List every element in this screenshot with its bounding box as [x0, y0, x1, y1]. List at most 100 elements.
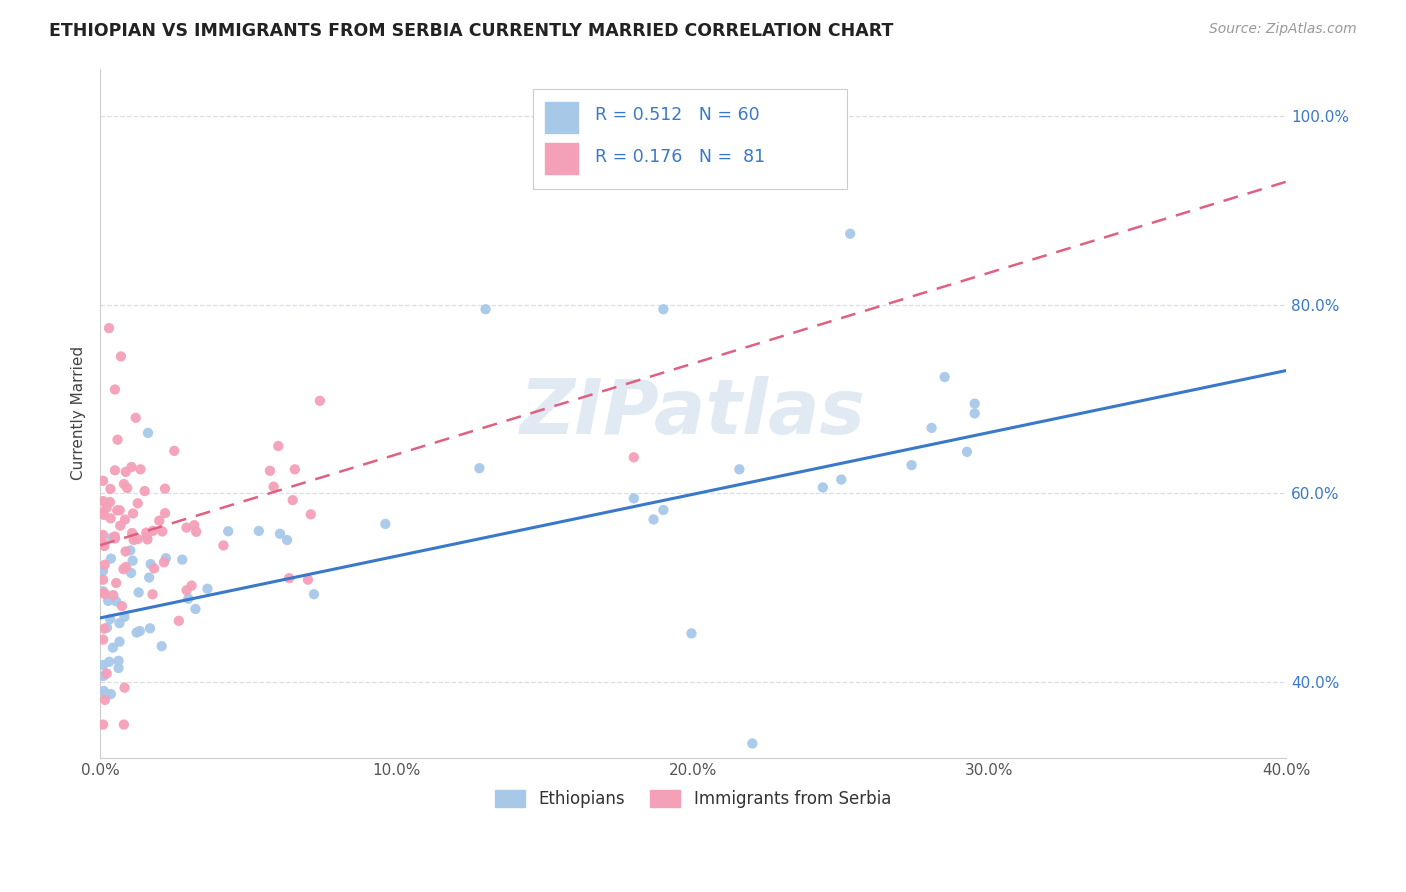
Point — [217, 524, 239, 539]
Point — [91, 494, 114, 508]
Point — [302, 587, 325, 601]
Point — [155, 551, 177, 566]
Point — [91, 586, 114, 600]
Text: R = 0.512   N = 60: R = 0.512 N = 60 — [595, 106, 759, 124]
Point — [900, 458, 922, 472]
Point — [101, 640, 124, 655]
Point — [91, 573, 114, 587]
Point — [101, 531, 124, 545]
Point — [100, 687, 122, 701]
Point — [127, 496, 149, 510]
Point — [108, 634, 131, 648]
Point — [120, 460, 142, 475]
Point — [934, 370, 956, 384]
Point — [105, 503, 128, 517]
Point — [963, 397, 986, 411]
Point — [136, 533, 159, 547]
Point — [91, 669, 114, 683]
Point — [93, 622, 115, 636]
Point — [98, 321, 121, 335]
Bar — [544, 143, 578, 174]
Point — [136, 530, 159, 544]
Point — [120, 566, 142, 580]
Point — [115, 481, 138, 495]
Point — [108, 616, 131, 631]
Point — [267, 439, 290, 453]
Point — [108, 503, 131, 517]
Point — [91, 538, 114, 552]
Point — [100, 551, 122, 566]
Point — [172, 552, 194, 566]
Point — [374, 516, 396, 531]
Point — [93, 508, 115, 522]
Point — [125, 625, 148, 640]
Point — [183, 518, 205, 533]
Point — [177, 591, 200, 606]
Point — [96, 620, 118, 634]
Point — [107, 433, 129, 447]
Point — [107, 661, 129, 675]
Point — [278, 571, 301, 585]
Point — [103, 588, 125, 602]
Point — [105, 576, 128, 591]
Point — [105, 594, 128, 608]
Bar — [544, 102, 578, 133]
Point — [91, 536, 114, 550]
Point — [269, 526, 291, 541]
Point — [681, 626, 703, 640]
Point — [728, 462, 751, 476]
Point — [91, 528, 114, 542]
Point — [141, 587, 163, 601]
Point — [121, 554, 143, 568]
Point — [110, 350, 132, 364]
Point — [128, 624, 150, 638]
Point — [125, 410, 148, 425]
Point — [91, 584, 114, 599]
Point — [259, 464, 281, 478]
Point — [180, 578, 202, 592]
Point — [100, 482, 122, 496]
Point — [921, 421, 943, 435]
Point — [120, 543, 142, 558]
Point — [91, 505, 114, 519]
Point — [138, 570, 160, 584]
Point — [112, 562, 135, 576]
Point — [127, 532, 149, 546]
Point — [139, 621, 162, 635]
Point — [96, 500, 118, 515]
Point — [100, 511, 122, 525]
Point — [297, 573, 319, 587]
Point — [128, 585, 150, 599]
Point — [143, 561, 166, 575]
Point — [299, 508, 322, 522]
Point — [176, 583, 198, 598]
Point — [98, 655, 121, 669]
Point — [107, 654, 129, 668]
Point — [91, 717, 114, 731]
Text: ETHIOPIAN VS IMMIGRANTS FROM SERBIA CURRENTLY MARRIED CORRELATION CHART: ETHIOPIAN VS IMMIGRANTS FROM SERBIA CURR… — [49, 22, 894, 40]
Point — [830, 473, 852, 487]
Point — [309, 393, 332, 408]
Point — [129, 462, 152, 476]
Point — [115, 560, 138, 574]
Legend: Ethiopians, Immigrants from Serbia: Ethiopians, Immigrants from Serbia — [488, 783, 897, 814]
Text: R = 0.176   N =  81: R = 0.176 N = 81 — [595, 148, 765, 166]
Point — [741, 737, 763, 751]
Point — [150, 524, 173, 539]
Point — [963, 406, 986, 420]
Point — [623, 450, 645, 465]
Point — [104, 383, 127, 397]
Point — [153, 555, 176, 569]
Point — [114, 465, 136, 479]
Point — [91, 658, 114, 673]
Point — [94, 693, 117, 707]
Point — [184, 602, 207, 616]
Point — [122, 533, 145, 547]
Point — [212, 538, 235, 552]
Point — [142, 524, 165, 538]
Y-axis label: Currently Married: Currently Married — [72, 346, 86, 480]
Point — [114, 610, 136, 624]
Point — [110, 518, 132, 533]
Point — [811, 480, 834, 494]
Point — [150, 639, 173, 653]
